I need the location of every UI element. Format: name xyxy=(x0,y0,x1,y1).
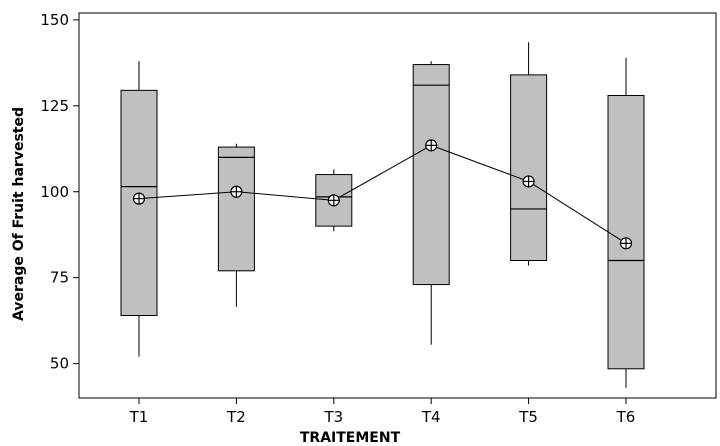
mean-marker-t2 xyxy=(230,185,243,198)
mean-marker-t5 xyxy=(522,175,535,188)
y-axis: 50 75 100 125 150 xyxy=(40,11,79,373)
x-tick-label-T2: T2 xyxy=(226,408,246,426)
x-tick-label-T3: T3 xyxy=(323,408,343,426)
y-tick-label-150: 150 xyxy=(40,11,69,29)
mean-marker-t1 xyxy=(132,192,146,205)
mean-line-group xyxy=(132,139,633,250)
y-tick-label-50: 50 xyxy=(50,355,69,373)
y-tick-label-100: 100 xyxy=(40,183,69,201)
x-tick-label-T6: T6 xyxy=(616,408,636,426)
mean-connect-line xyxy=(138,144,627,244)
box-t5 xyxy=(510,74,548,261)
x-axis: T1 T2 T3 T4 T5 T6 xyxy=(129,398,636,426)
mean-marker-t6 xyxy=(619,237,633,250)
boxes-group xyxy=(120,42,645,388)
x-tick-label-T5: T5 xyxy=(518,408,538,426)
y-tick-label-125: 125 xyxy=(40,97,69,115)
box-t2 xyxy=(217,146,255,272)
plot-frame xyxy=(78,12,717,399)
mean-marker-t4 xyxy=(425,139,438,152)
x-tick-label-T4: T4 xyxy=(421,408,441,426)
box-t4 xyxy=(412,64,450,286)
mean-marker-t3 xyxy=(327,194,340,207)
box-t6 xyxy=(607,95,645,370)
y-tick-label-75: 75 xyxy=(50,269,69,287)
y-axis-title: Average Of Fruit harvested xyxy=(11,107,27,321)
x-tick-label-T1: T1 xyxy=(129,408,149,426)
x-axis-title: TRAITEMENT xyxy=(300,430,401,446)
